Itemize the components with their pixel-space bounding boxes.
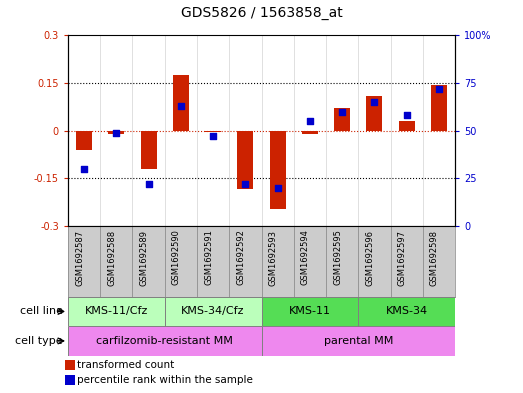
Text: KMS-11: KMS-11	[289, 307, 331, 316]
Text: GSM1692591: GSM1692591	[204, 230, 213, 285]
Text: percentile rank within the sample: percentile rank within the sample	[77, 375, 253, 385]
Bar	[65, 375, 75, 385]
Bar	[141, 130, 157, 169]
Text: GSM1692588: GSM1692588	[107, 230, 116, 286]
Bar	[173, 75, 189, 130]
Text: KMS-34/Cfz: KMS-34/Cfz	[181, 307, 245, 316]
Bar	[76, 130, 92, 150]
Bar	[65, 360, 75, 370]
Text: GSM1692598: GSM1692598	[430, 230, 439, 285]
Text: GSM1692595: GSM1692595	[333, 230, 342, 285]
Text: GSM1692590: GSM1692590	[172, 230, 181, 285]
Bar	[108, 130, 124, 134]
Point	[177, 103, 185, 109]
Bar	[269, 130, 286, 209]
Bar	[68, 297, 165, 326]
Point	[80, 166, 88, 172]
Point	[274, 185, 282, 191]
Point	[144, 181, 153, 187]
Text: cell type: cell type	[15, 336, 63, 346]
Text: KMS-34: KMS-34	[385, 307, 428, 316]
Bar	[399, 121, 415, 130]
Bar	[165, 297, 262, 326]
Point	[338, 108, 346, 115]
Bar	[205, 130, 221, 132]
Text: GSM1692597: GSM1692597	[397, 230, 407, 285]
Text: GSM1692594: GSM1692594	[301, 230, 310, 285]
Bar	[237, 130, 254, 189]
Text: GSM1692592: GSM1692592	[236, 230, 245, 285]
Text: transformed count: transformed count	[77, 360, 175, 370]
Bar	[262, 297, 358, 326]
Text: GSM1692587: GSM1692587	[75, 230, 84, 286]
Point	[241, 181, 249, 187]
Bar	[302, 130, 318, 134]
Point	[305, 118, 314, 124]
Point	[370, 99, 379, 105]
Point	[209, 133, 218, 140]
Bar	[262, 326, 455, 356]
Text: KMS-11/Cfz: KMS-11/Cfz	[85, 307, 148, 316]
Point	[435, 86, 443, 92]
Bar	[334, 108, 350, 130]
Text: cell line: cell line	[20, 307, 63, 316]
Text: parental MM: parental MM	[324, 336, 393, 346]
Text: GSM1692596: GSM1692596	[366, 230, 374, 285]
Point	[112, 129, 120, 136]
Bar	[431, 84, 447, 130]
Point	[403, 112, 411, 119]
Bar	[366, 96, 382, 130]
Bar	[68, 326, 262, 356]
Text: carfilzomib-resistant MM: carfilzomib-resistant MM	[96, 336, 233, 346]
Text: GSM1692589: GSM1692589	[140, 230, 149, 285]
Bar	[358, 297, 455, 326]
Text: GSM1692593: GSM1692593	[269, 230, 278, 285]
Text: GDS5826 / 1563858_at: GDS5826 / 1563858_at	[180, 6, 343, 20]
